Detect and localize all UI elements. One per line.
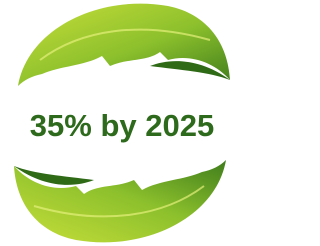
badge: 35% by 2025 — [0, 0, 244, 246]
top-leaf — [18, 4, 230, 86]
badge-text: 35% by 2025 — [30, 108, 214, 143]
bottom-leaf — [14, 160, 226, 242]
